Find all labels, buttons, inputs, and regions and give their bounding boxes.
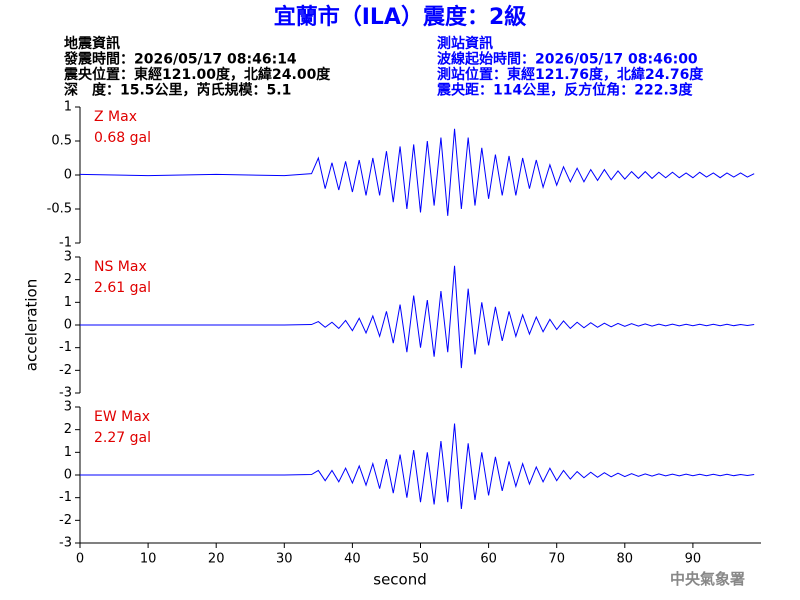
y-tick-label: 2 xyxy=(64,422,72,437)
info-right: 波線起始時間：2026/05/17 08:46:00 xyxy=(437,51,698,68)
waveform xyxy=(80,423,755,510)
panel-name: Z Max xyxy=(94,109,137,125)
chart-title: 宜蘭市（ILA）震度：2級 xyxy=(274,4,527,30)
info-left: 發震時間：2026/05/17 08:46:14 xyxy=(63,51,297,68)
y-tick-label: 1 xyxy=(64,445,72,460)
y-tick-label: 0 xyxy=(64,468,72,483)
waveform xyxy=(80,265,755,369)
y-tick-label: -3 xyxy=(59,536,72,551)
y-tick-label: 1 xyxy=(64,295,72,310)
y-tick-label: 0 xyxy=(64,318,72,333)
x-tick-label: 10 xyxy=(140,552,157,567)
info-left: 震央位置：東經121.00度，北緯24.00度 xyxy=(63,66,331,83)
x-tick-label: 20 xyxy=(208,552,225,567)
x-tick-label: 80 xyxy=(617,552,634,567)
panel-name: NS Max xyxy=(94,259,147,275)
y-tick-label: 3 xyxy=(64,250,72,265)
y-tick-label: -2 xyxy=(59,363,72,378)
panel-max: 0.68 gal xyxy=(94,130,151,146)
info-left: 地震資訊 xyxy=(64,35,120,52)
panel-max: 2.61 gal xyxy=(94,280,151,296)
info-right: 測站資訊 xyxy=(437,35,493,52)
y-tick-label: 2 xyxy=(64,272,72,287)
y-tick-label: 1 xyxy=(64,100,72,115)
y-tick-label: -3 xyxy=(59,386,72,401)
y-tick-label: 3 xyxy=(64,400,72,415)
panel-name: EW Max xyxy=(94,409,150,425)
info-right: 震央距：114公里，反方位角：222.3度 xyxy=(436,82,694,99)
y-tick-label: 0.5 xyxy=(51,134,72,149)
info-left: 深 度：15.5公里，芮氏規模：5.1 xyxy=(64,82,291,99)
x-tick-label: 50 xyxy=(412,552,429,567)
y-tick-label: -1 xyxy=(59,340,72,355)
info-right: 測站位置：東經121.76度，北緯24.76度 xyxy=(437,66,704,83)
y-tick-label: -1 xyxy=(59,490,72,505)
x-tick-label: 60 xyxy=(480,552,497,567)
x-tick-label: 70 xyxy=(548,552,565,567)
x-tick-label: 90 xyxy=(685,552,702,567)
credit: 中央氣象署 xyxy=(670,570,745,588)
x-axis-label: second xyxy=(373,571,427,589)
panel-max: 2.27 gal xyxy=(94,430,151,446)
y-tick-label: -0.5 xyxy=(47,202,72,217)
x-tick-label: 0 xyxy=(76,552,84,567)
y-axis-label: acceleration xyxy=(23,279,41,371)
x-tick-label: 40 xyxy=(344,552,361,567)
y-tick-label: -1 xyxy=(59,236,72,251)
y-tick-label: -2 xyxy=(59,513,72,528)
x-tick-label: 30 xyxy=(276,552,293,567)
y-tick-label: 0 xyxy=(64,168,72,183)
waveform xyxy=(79,128,755,216)
